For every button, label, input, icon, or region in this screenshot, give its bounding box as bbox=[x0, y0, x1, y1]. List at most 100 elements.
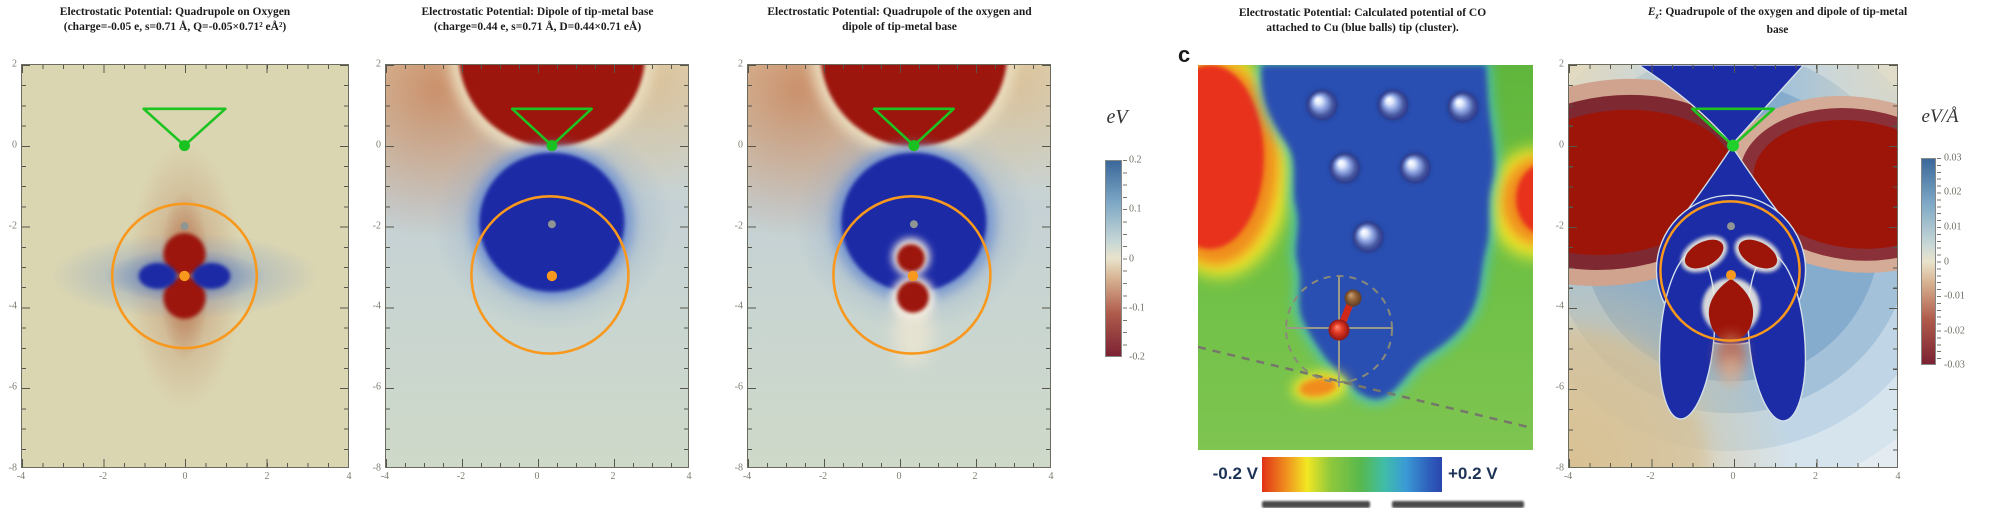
tick-label: -6 bbox=[734, 381, 743, 393]
tick-label: -4 bbox=[1555, 300, 1564, 312]
tick-label: -8 bbox=[372, 462, 381, 474]
oxygen-atom-dot bbox=[1726, 269, 1736, 280]
tick-label: -2 bbox=[456, 471, 466, 482]
tick-label: 2 bbox=[972, 471, 978, 482]
evA-colorbar-minor-ticks bbox=[1937, 158, 1941, 365]
tip-apex-dot bbox=[546, 140, 558, 152]
panel5-title-line2: base bbox=[1766, 24, 1789, 37]
quadrupole-lobes bbox=[138, 233, 231, 319]
panel2-title-line2: (charge=0.44 e, s=0.71 Å, D=0.44×0.71 eÅ… bbox=[433, 21, 642, 33]
panel4-colorbar-min-label: -0.2 V bbox=[1212, 464, 1258, 483]
tick-label: -8 bbox=[8, 462, 17, 474]
tick-label: 0 bbox=[182, 471, 188, 482]
ez-subscript: z bbox=[1655, 11, 1659, 21]
oxygen-region-circle bbox=[470, 195, 630, 355]
oxygen-trefoil-lobes bbox=[1681, 235, 1782, 388]
tick-label: 4 bbox=[1895, 471, 1901, 482]
panel1-x-axis-labels: -4 -2 0 2 4 bbox=[17, 471, 352, 485]
panel2-x-axis-labels: -4 -2 0 2 4 bbox=[381, 471, 692, 485]
panel4-title: Electrostatic Potential: Calculated pote… bbox=[1195, 6, 1530, 36]
panel4-title-line1: Electrostatic Potential: Calculated pote… bbox=[1238, 7, 1487, 19]
metal-atom-dot bbox=[180, 222, 189, 231]
tick-label: 2 bbox=[738, 58, 743, 70]
panel2-title-line1: Electrostatic Potential: Dipole of tip-m… bbox=[421, 6, 654, 18]
dipole-negative-blob bbox=[821, 65, 1007, 147]
panel5-x-axis-labels: -4 -2 0 2 4 bbox=[1564, 471, 1901, 485]
panel5-field-canvas bbox=[1569, 65, 1897, 467]
oxygen-atom-dot bbox=[546, 270, 558, 282]
tick-label: 2 bbox=[376, 58, 381, 70]
oxygen-region-circle bbox=[832, 195, 992, 355]
carbon-atom bbox=[1344, 289, 1362, 307]
panel3-title: Electrostatic Potential: Quadrupole of t… bbox=[722, 5, 1077, 35]
tick-label: -2 bbox=[8, 220, 17, 232]
tick-label: -0.03 bbox=[1944, 359, 1965, 371]
tick-label: -6 bbox=[8, 381, 17, 393]
panel5-plot bbox=[1568, 64, 1898, 468]
co-molecule bbox=[1328, 289, 1362, 341]
tip-triangle bbox=[142, 107, 227, 147]
metal-atom-dot bbox=[1727, 222, 1735, 231]
panel3-field-canvas bbox=[748, 65, 1050, 467]
tick-label: -2 bbox=[1646, 471, 1655, 482]
tick-label: -2 bbox=[372, 220, 381, 232]
tick-label: -0.02 bbox=[1944, 325, 1965, 336]
tick-label: 0 bbox=[534, 471, 540, 482]
tick-label: 0.2 bbox=[1129, 154, 1142, 166]
tick-label: 2 bbox=[264, 471, 270, 482]
panel3-y-axis-labels: 2 0 -2 -4 -6 -8 bbox=[709, 59, 743, 474]
tick-label: 0 bbox=[1559, 139, 1564, 151]
panel2-plot bbox=[385, 64, 689, 468]
panel2-field-canvas bbox=[386, 65, 688, 467]
panel4-colorbar bbox=[1262, 457, 1442, 492]
oxygen-region-circle bbox=[1659, 200, 1801, 342]
cu-atoms bbox=[1306, 89, 1479, 253]
oxygen-atom bbox=[1328, 319, 1350, 341]
ev-colorbar-tick-labels: 0.2 0.1 0 -0.1 -0.2 bbox=[1129, 155, 1163, 363]
tick-label: -4 bbox=[8, 300, 17, 312]
quadrupole-lobes bbox=[891, 238, 935, 366]
tick-label: 2 bbox=[610, 471, 616, 482]
panel1-title-line2: (charge=-0.05 e, s=0.71 Å, Q=-0.05×0.71²… bbox=[63, 21, 287, 33]
tick-label: -4 bbox=[742, 471, 752, 482]
cropped-caption-fragment bbox=[1262, 501, 1370, 508]
tick-label: 0 bbox=[1730, 471, 1736, 482]
cropped-caption-fragment bbox=[1392, 501, 1524, 508]
panel2-title: Electrostatic Potential: Dipole of tip-m… bbox=[360, 5, 715, 35]
tick-label: 0.02 bbox=[1944, 186, 1962, 198]
tick-label: -8 bbox=[1555, 462, 1564, 474]
tick-label: 0 bbox=[12, 139, 17, 151]
tick-label: 0.03 bbox=[1944, 152, 1962, 164]
tick-label: 0 bbox=[376, 139, 381, 151]
tick-label: -2 bbox=[98, 471, 108, 482]
tip-apex-dot bbox=[179, 140, 190, 152]
evA-colorbar-label: eV/Å bbox=[1921, 106, 1959, 127]
tick-label: -4 bbox=[380, 471, 390, 482]
panel1-y-axis-labels: 2 0 -2 -4 -6 -8 bbox=[0, 59, 17, 474]
panel3-x-axis-labels: -4 -2 0 2 4 bbox=[743, 471, 1054, 485]
evA-colorbar-tick-labels: 0.03 0.02 0.01 0 -0.01 -0.02 -0.03 bbox=[1944, 153, 1988, 371]
tick-label: 2 bbox=[1813, 471, 1818, 482]
tick-label: 0.1 bbox=[1129, 203, 1142, 215]
panel5-title: Ez: Quadrupole of the oxygen and dipole … bbox=[1565, 5, 1990, 38]
ev-colorbar bbox=[1105, 160, 1122, 357]
tick-label: -2 bbox=[1555, 220, 1564, 232]
oxygen-atom-dot bbox=[907, 270, 919, 282]
evA-colorbar bbox=[1921, 158, 1936, 365]
tick-label: 0 bbox=[1129, 253, 1134, 264]
ev-colorbar-label: eV bbox=[1106, 106, 1128, 128]
tick-label: 0 bbox=[896, 471, 902, 482]
oxygen-dashed-circle bbox=[1285, 275, 1393, 383]
tick-label: 4 bbox=[346, 471, 352, 482]
tip-triangle bbox=[872, 107, 955, 147]
tick-label: -0.1 bbox=[1129, 302, 1145, 314]
tick-label: -2 bbox=[734, 220, 743, 232]
tip-triangle bbox=[510, 107, 593, 147]
dipole-negative-blob bbox=[459, 65, 645, 147]
panel1-title: Electrostatic Potential: Quadrupole on O… bbox=[10, 5, 340, 35]
panel4-corner-label: c bbox=[1178, 42, 1191, 67]
ez-symbol: E bbox=[1647, 6, 1656, 18]
tick-label: -4 bbox=[372, 300, 381, 312]
panel4-plot bbox=[1198, 65, 1533, 450]
